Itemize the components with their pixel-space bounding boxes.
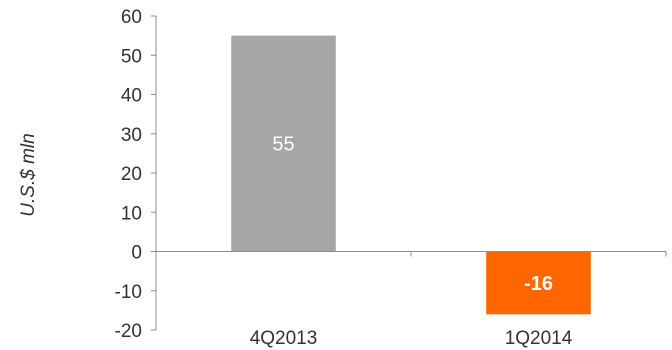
data-label: -16 [524, 273, 553, 295]
axes [155, 16, 667, 330]
y-tick-label: 60 [121, 7, 142, 28]
data-labels: 55 -16 [272, 134, 553, 295]
y-tick-label: 30 [121, 125, 142, 146]
data-label: 55 [272, 134, 294, 156]
category-labels: 4Q2013 1Q2014 [250, 328, 573, 349]
category-label: 4Q2013 [250, 328, 318, 349]
y-tick-label: -10 [115, 282, 142, 303]
y-tick-label: 0 [131, 243, 142, 264]
category-label: 1Q2014 [505, 328, 573, 349]
y-tick-label: 40 [121, 86, 142, 107]
y-tick-label: 10 [121, 203, 142, 224]
y-tick-label: -20 [115, 321, 142, 342]
bar-1Q2014 [486, 251, 591, 315]
bars [231, 35, 591, 315]
y-tick-label: 20 [121, 164, 142, 185]
y-tick-label: 50 [121, 46, 142, 67]
y-axis-ticks: -20 -10 0 10 20 30 40 50 60 [115, 7, 156, 342]
y-axis-label: U.S.$ mln [18, 133, 39, 216]
bar-4Q2013 [231, 35, 336, 252]
